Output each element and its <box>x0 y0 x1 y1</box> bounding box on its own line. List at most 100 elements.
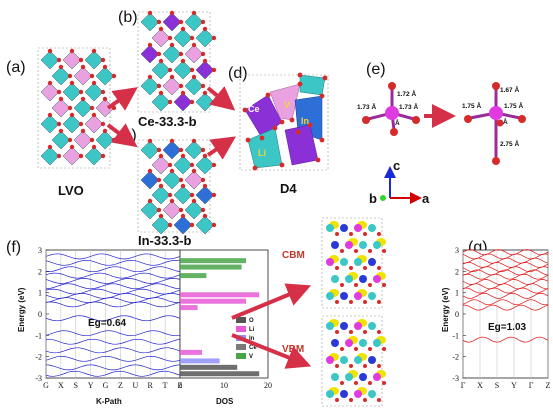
energy-tick: 1 <box>38 289 42 298</box>
oxygen-atom <box>319 137 325 143</box>
oxygen-atom <box>67 105 73 111</box>
oxygen-atom <box>169 10 175 16</box>
atom <box>354 322 362 330</box>
polyhedron <box>140 44 160 64</box>
atom <box>345 339 353 347</box>
arrow-lvo-to-ce <box>106 87 138 111</box>
energy-tick: -3 <box>35 374 42 383</box>
polyhedron <box>195 92 215 112</box>
v-atom-right <box>489 106 503 120</box>
oxygen-atom <box>297 72 303 78</box>
oxygen-atom <box>200 51 206 57</box>
oxygen-atom <box>315 157 321 163</box>
oxygen-atom <box>69 112 75 118</box>
energy-tick: 3 <box>38 246 42 255</box>
oxygen-atom <box>354 249 358 253</box>
oxygen-atom <box>78 153 84 159</box>
oxygen-atom <box>102 96 108 102</box>
legend-entry: In <box>249 336 255 342</box>
bond-left-bottom: Å <box>395 118 400 127</box>
oxygen-atom <box>91 48 97 54</box>
atom <box>354 258 362 266</box>
oxygen-atom <box>156 19 162 25</box>
d4-element-v: V <box>284 100 290 110</box>
oxygen-atom <box>242 107 248 113</box>
oxygen-atom <box>377 300 381 304</box>
oxygen-atom <box>335 364 339 368</box>
oxygen-atom <box>147 42 153 48</box>
dos-peak <box>180 298 246 304</box>
structure-in <box>137 138 217 235</box>
polyhedron <box>51 98 71 118</box>
atom <box>373 339 381 347</box>
oxygen-atom <box>363 266 367 270</box>
polyhedron <box>151 92 171 112</box>
oxygen-atom <box>56 153 62 159</box>
atom <box>368 356 376 364</box>
oxygen-atom <box>56 121 62 127</box>
oxygen-atom <box>202 90 208 96</box>
kpoint-label: S <box>495 381 499 390</box>
band-line <box>462 269 549 276</box>
oxygen-atom <box>89 73 95 79</box>
bond-left-top: 1.72 Å <box>397 89 416 98</box>
polyhedron <box>40 82 60 102</box>
band-line <box>45 272 181 279</box>
structure-label-ce: Ce-33.3-b <box>138 114 197 129</box>
structure-d4 <box>239 72 329 171</box>
oxygen-atom <box>191 42 197 48</box>
oxygen-atom <box>167 162 173 168</box>
oxygen-atom <box>259 135 265 141</box>
energy-tick: -1 <box>452 331 459 340</box>
polyhedron <box>184 140 204 160</box>
atom <box>359 373 367 381</box>
oxygen-atom <box>335 330 339 334</box>
oxygen-atom <box>335 266 339 270</box>
oxygen-atom <box>295 129 301 135</box>
oxygen-atom <box>69 48 75 54</box>
polyhedron <box>162 12 182 32</box>
band-line <box>462 304 549 311</box>
band-plot-g: 3 2 1 0 -1 -2 -3 Γ X S Y Γ Z <box>452 246 550 390</box>
band-line <box>462 283 549 290</box>
oxygen-atom <box>349 300 353 304</box>
structure-label-d4: D4 <box>280 181 297 196</box>
band-line <box>45 283 181 290</box>
band-line <box>462 292 549 299</box>
oxygen-atom <box>189 67 195 73</box>
oxygen-atom <box>158 153 164 159</box>
legend-entry: O <box>249 318 254 324</box>
polyhedron <box>184 44 204 64</box>
oxygen-atom <box>100 121 106 127</box>
energy-tick: 2 <box>38 267 42 276</box>
oxygen-atom <box>100 153 106 159</box>
polyhedron <box>184 170 204 190</box>
oxygen-atom <box>58 128 64 134</box>
band-gap-g: Eg=1.03 <box>488 322 527 333</box>
polyhedron <box>195 185 215 205</box>
oxygen-atom <box>211 192 217 198</box>
band-line <box>462 257 549 264</box>
kpoint-label: Y <box>88 381 94 390</box>
oxygen-atom <box>335 232 339 236</box>
atom <box>340 258 348 266</box>
oxygen-atom <box>363 232 367 236</box>
oxygen-atom <box>363 364 367 368</box>
atom <box>373 241 381 249</box>
atom <box>354 292 362 300</box>
polyhedron <box>40 50 60 70</box>
orbital-vbm <box>321 315 386 407</box>
oxygen-atom <box>167 192 173 198</box>
oxygen-atom <box>211 99 217 105</box>
legend-entry: V <box>249 354 253 360</box>
band-line <box>45 297 180 303</box>
legend-entry: Li <box>249 327 255 333</box>
band-line <box>462 336 549 343</box>
polyhedron <box>140 200 160 220</box>
polyhedron <box>51 66 71 86</box>
atom <box>331 373 339 381</box>
kpoint-label: Z <box>546 381 551 390</box>
dos-peak <box>180 258 246 264</box>
oxygen-atom <box>169 74 175 80</box>
band-line <box>45 355 181 362</box>
